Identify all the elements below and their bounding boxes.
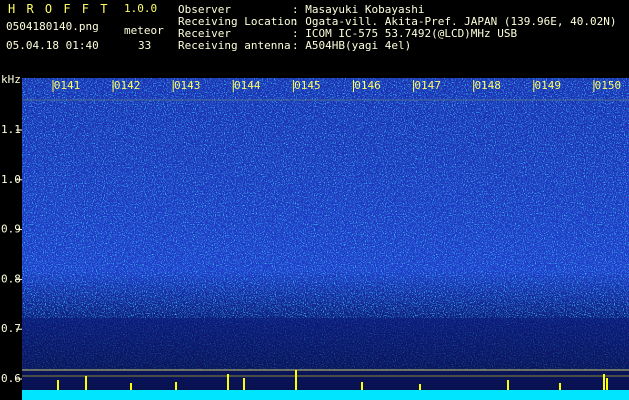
time-label: 0142 [114, 79, 141, 92]
time-label: 0148 [474, 79, 501, 92]
meteor-spikes [57, 370, 608, 390]
y-label: 0.6 [1, 372, 21, 385]
station-value: : Masayuki Kobayashi [292, 3, 425, 16]
station-label: Observer [178, 3, 231, 16]
time-label: 0146 [354, 79, 381, 92]
time-label: 0147 [414, 79, 441, 92]
signal-band [22, 390, 629, 400]
y-label: 1.1 [1, 123, 21, 136]
station-label: Receiver [178, 27, 231, 40]
station-value: : A504HB(yagi 4el) [292, 39, 412, 52]
station-value: : ICOM IC-575 53.7492(@LCD)MHz USB [292, 27, 518, 40]
time-label: 0144 [234, 79, 261, 92]
app-version: 1.0.0 [124, 2, 158, 15]
time-label: 0145 [294, 79, 321, 92]
y-unit: kHz [1, 73, 21, 86]
meteor-count: 33 [138, 39, 152, 52]
time-label: 0143 [174, 79, 201, 92]
time-label: 0150 [595, 79, 622, 92]
axes: kHz 1.1 1.0 0.9 0.8 0.7 0.6 0141 0142 0143 0144 014… [1, 73, 621, 385]
station-label: Receiving Location [178, 15, 298, 28]
time-label: 0141 [54, 79, 81, 92]
file-name: 0504180140.png [6, 20, 99, 33]
count-label: meteor [124, 24, 164, 37]
y-label: 0.8 [1, 272, 21, 285]
noise [22, 78, 629, 318]
y-label: 0.7 [1, 322, 21, 335]
app-name: H R O F F T [8, 2, 110, 16]
y-label: 0.9 [1, 223, 21, 236]
noise-low [22, 318, 629, 370]
station-label: Receiving antenna [178, 39, 291, 52]
time-label: 0149 [535, 79, 562, 92]
y-label: 1.0 [1, 173, 21, 186]
datetime: 05.04.18 01:40 [6, 39, 99, 52]
station-value: : Ogata-vill. Akita-Pref. JAPAN (139.96E… [292, 15, 617, 28]
